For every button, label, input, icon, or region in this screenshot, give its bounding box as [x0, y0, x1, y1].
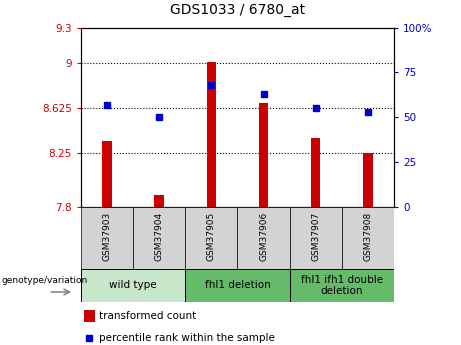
- Bar: [133, 207, 185, 269]
- Text: GSM37906: GSM37906: [259, 212, 268, 261]
- Bar: [185, 207, 237, 269]
- Bar: [154, 195, 164, 207]
- Bar: [81, 269, 185, 302]
- Bar: [185, 269, 290, 302]
- Bar: [81, 207, 133, 269]
- Text: GSM37905: GSM37905: [207, 212, 216, 261]
- Bar: [342, 207, 394, 269]
- Text: GSM37908: GSM37908: [364, 212, 372, 261]
- Text: GSM37904: GSM37904: [154, 212, 164, 261]
- Bar: [237, 207, 290, 269]
- Text: wild type: wild type: [109, 280, 157, 290]
- Text: GSM37903: GSM37903: [102, 212, 111, 261]
- Text: GSM37907: GSM37907: [311, 212, 320, 261]
- Text: fhl1 ifh1 double
deletion: fhl1 ifh1 double deletion: [301, 275, 383, 296]
- Bar: [290, 269, 394, 302]
- Text: fhl1 deletion: fhl1 deletion: [205, 280, 270, 290]
- Bar: [311, 138, 320, 207]
- Bar: [102, 141, 112, 207]
- Bar: [290, 207, 342, 269]
- Text: transformed count: transformed count: [100, 311, 197, 321]
- Bar: [207, 62, 216, 207]
- Bar: [84, 310, 95, 322]
- Bar: [259, 103, 268, 207]
- Bar: [363, 153, 373, 207]
- Text: GDS1033 / 6780_at: GDS1033 / 6780_at: [170, 3, 305, 17]
- Text: genotype/variation: genotype/variation: [1, 276, 88, 285]
- Text: percentile rank within the sample: percentile rank within the sample: [100, 334, 275, 343]
